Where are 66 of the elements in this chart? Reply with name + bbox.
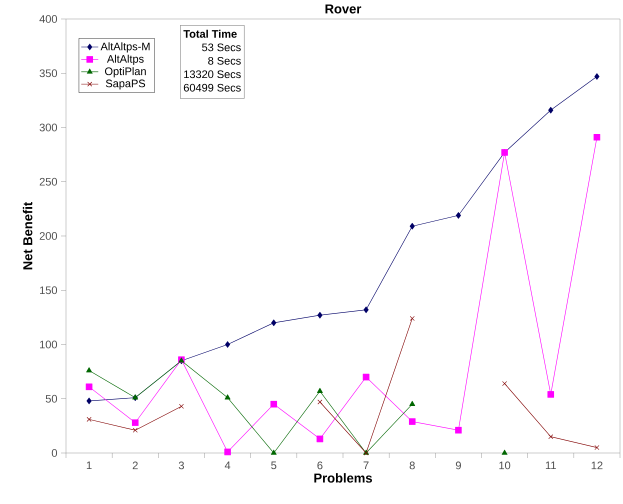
point [270, 400, 278, 408]
point [271, 319, 276, 326]
chart-title: Rover [326, 4, 362, 14]
point [362, 374, 370, 380]
x-tick-label: 8 [410, 462, 415, 470]
point [317, 388, 323, 393]
x-tick-label: 7 [364, 462, 369, 470]
point [86, 398, 92, 404]
point [502, 450, 508, 455]
annotation: 53 Secs [202, 44, 241, 52]
point [224, 394, 230, 400]
point [594, 134, 600, 141]
point [409, 400, 416, 406]
point [594, 73, 600, 80]
annotation: 60499 Secs [184, 84, 241, 92]
point [225, 341, 230, 348]
point [547, 391, 554, 398]
point [364, 306, 369, 314]
point [317, 312, 322, 319]
legend-label: AltAltps-M [100, 42, 150, 52]
x-axis-title: Problems [314, 473, 372, 483]
x-tick-label: 1 [86, 462, 92, 470]
point [86, 384, 92, 390]
x-tick-label: 12 [592, 462, 602, 470]
y-tick-label: 400 [39, 15, 58, 23]
point [455, 426, 462, 434]
legend-label: SapaPS [106, 80, 146, 90]
point [317, 400, 322, 404]
point [86, 416, 92, 422]
y-tick-label: 300 [40, 124, 58, 132]
y-tick-label: 100 [40, 340, 58, 348]
point [502, 381, 508, 386]
x-tick-label: 5 [271, 462, 276, 470]
point [410, 222, 415, 230]
x-tick-label: 3 [178, 462, 184, 470]
point [224, 448, 231, 456]
x-tick-label: 6 [317, 462, 322, 470]
y-tick-label: 50 [46, 394, 58, 403]
legend-label: AltAltps [106, 54, 144, 65]
point [548, 106, 554, 114]
x-tick-label: 11 [546, 462, 556, 470]
point [456, 212, 461, 219]
point [410, 316, 415, 321]
y-axis-title: Net Benefit [22, 202, 32, 270]
x-tick-label: 10 [499, 462, 510, 470]
x-tick-label: 4 [224, 462, 230, 470]
point [270, 450, 277, 455]
legend-label: OptiPlan [105, 67, 146, 78]
y-tick-label: 350 [40, 69, 58, 78]
point [86, 367, 92, 372]
y-tick-label: 0 [52, 449, 58, 457]
point [178, 404, 184, 409]
point [594, 445, 600, 450]
y-tick-label: 150 [40, 286, 58, 294]
point [408, 418, 416, 425]
point [132, 419, 139, 426]
annotation: Total Time [183, 30, 237, 38]
point [316, 436, 324, 442]
point [548, 434, 554, 440]
annotation: 13320 Secs [184, 70, 241, 78]
y-tick-label: 250 [40, 178, 58, 186]
x-tick-label: 9 [456, 462, 461, 470]
point [132, 428, 138, 433]
y-tick-label: 200 [40, 232, 58, 240]
x-tick-label: 2 [132, 462, 138, 470]
annotation: 8 Secs [208, 56, 241, 65]
